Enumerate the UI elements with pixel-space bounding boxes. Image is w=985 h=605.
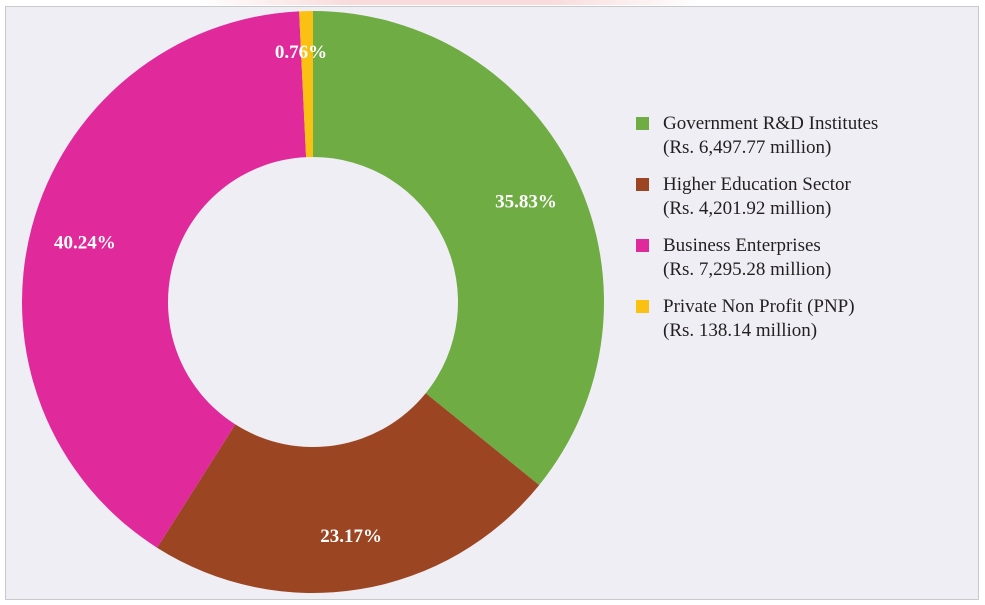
slice-label-government: 35.83% xyxy=(495,191,557,212)
legend-label-pnp: Private Non Profit (PNP) xyxy=(663,296,855,317)
legend: Government R&D Institutes (Rs. 6,497.77 … xyxy=(636,112,966,356)
legend-swatch-pnp xyxy=(636,300,649,313)
slice-label-pnp: 0.76% xyxy=(275,42,327,63)
slice-label-business: 40.24% xyxy=(54,233,116,254)
legend-label-higher-education: Higher Education Sector xyxy=(663,174,851,195)
legend-item-government: Government R&D Institutes (Rs. 6,497.77 … xyxy=(636,112,966,160)
legend-item-business: Business Enterprises (Rs. 7,295.28 milli… xyxy=(636,234,966,282)
legend-amount-pnp: (Rs. 138.14 million) xyxy=(663,320,818,341)
slice-label-higher-education: 23.17% xyxy=(320,526,382,547)
legend-label-government: Government R&D Institutes xyxy=(663,113,879,134)
legend-amount-higher-education: (Rs. 4,201.92 million) xyxy=(663,198,832,219)
legend-swatch-government xyxy=(636,117,649,130)
slice-pnp xyxy=(299,11,313,158)
donut-slices xyxy=(22,11,604,593)
legend-item-pnp: Private Non Profit (PNP) (Rs. 138.14 mil… xyxy=(636,295,966,343)
legend-item-higher-education: Higher Education Sector (Rs. 4,201.92 mi… xyxy=(636,173,966,221)
legend-label-business: Business Enterprises xyxy=(663,235,821,256)
slice-labels: 35.83% 23.17% 40.24% 0.76% xyxy=(54,42,557,547)
legend-swatch-business xyxy=(636,239,649,252)
slice-business xyxy=(22,11,307,548)
legend-amount-government: (Rs. 6,497.77 million) xyxy=(663,137,832,158)
slice-higher-education xyxy=(157,393,540,593)
top-accent-bar xyxy=(200,0,700,5)
legend-swatch-higher-education xyxy=(636,178,649,191)
legend-amount-business: (Rs. 7,295.28 million) xyxy=(663,259,832,280)
slice-government xyxy=(313,11,604,486)
